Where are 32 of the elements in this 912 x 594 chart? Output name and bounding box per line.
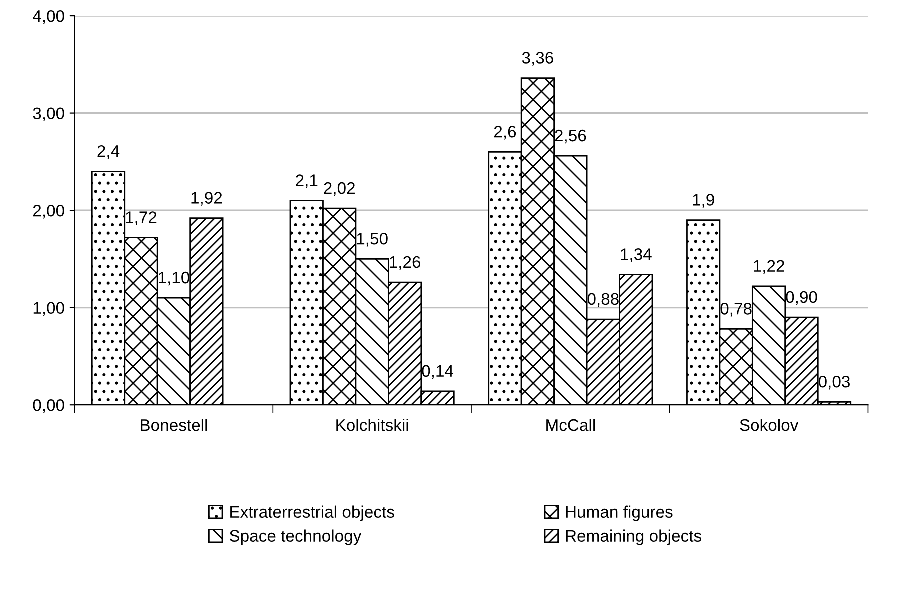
data-label: 0,14 <box>422 365 454 380</box>
y-tick-label: 1,00 <box>34 302 64 316</box>
x-tick-label: Bonestell <box>141 418 208 432</box>
data-label: 2,56 <box>555 130 586 144</box>
data-label: 2,4 <box>98 145 120 160</box>
data-label: 2,02 <box>324 182 355 196</box>
data-label: 1,22 <box>754 260 784 274</box>
y-tick-label: 4,00 <box>33 10 64 24</box>
data-label: 0,03 <box>818 376 850 390</box>
data-label: 3,36 <box>522 52 554 66</box>
y-tick-label: 2,00 <box>33 204 64 219</box>
data-label: 1,72 <box>126 212 157 226</box>
y-tick-label: 0,00 <box>33 400 64 414</box>
data-label: 1,34 <box>621 248 652 262</box>
x-tick-label: McCall <box>546 418 596 432</box>
legend-label: Human figures <box>566 506 673 522</box>
data-label: 0,78 <box>720 303 752 317</box>
data-label: 2,1 <box>296 174 318 188</box>
legend-label: Extraterrestrial objects <box>230 506 394 522</box>
data-label: 1,9 <box>693 194 714 208</box>
data-label: 1,26 <box>390 256 421 270</box>
x-tick-label: Sokolov <box>740 418 799 432</box>
y-tick-label: 3,00 <box>33 108 64 122</box>
data-label: 1,92 <box>192 192 222 206</box>
data-label: 1,50 <box>357 233 388 247</box>
data-label: 0,90 <box>786 291 818 306</box>
data-label: 0,88 <box>588 293 619 308</box>
legend-label: Space technology <box>230 530 362 546</box>
x-tick-label: Kolchitskii <box>336 418 408 432</box>
data-label: 1,10 <box>159 272 190 286</box>
data-label: 2,6 <box>494 126 516 140</box>
legend-label: Remaining objects <box>566 530 702 546</box>
